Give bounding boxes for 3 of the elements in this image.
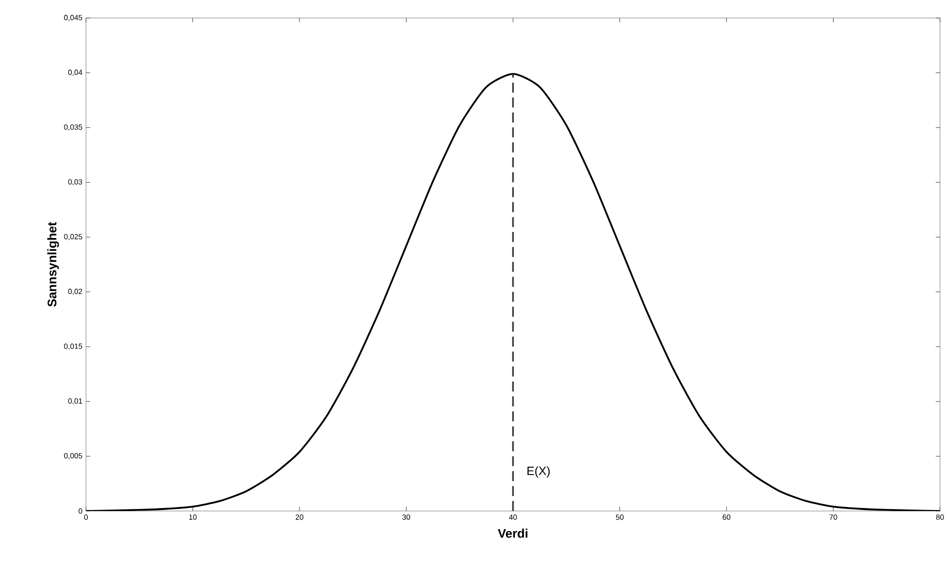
x-axis-title: Verdi xyxy=(498,528,528,538)
y-axis-title: Sannsynlighet xyxy=(47,222,59,307)
ref-line-label: E(X) xyxy=(528,466,550,478)
